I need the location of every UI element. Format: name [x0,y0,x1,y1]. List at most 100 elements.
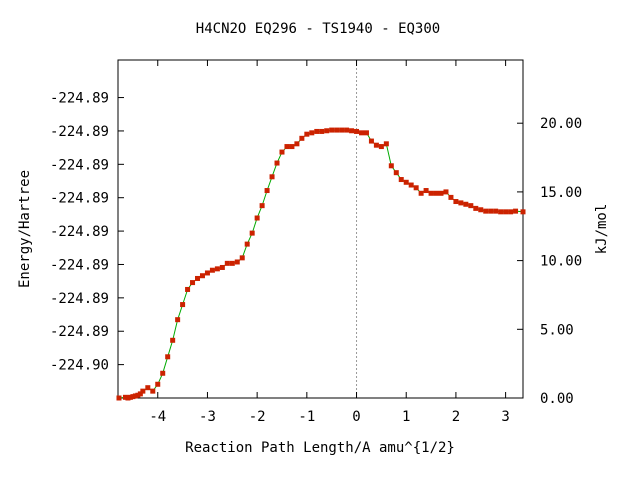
data-point [488,208,494,214]
series-markers [116,127,526,401]
data-point [408,182,414,188]
data-point [473,205,479,211]
x-axis: -4 -3 -2 -1 0 1 2 3 [149,60,510,425]
data-point [204,270,210,276]
y-tick-label: -224.89 [50,257,109,273]
data-point [344,127,350,133]
y2-axis-label: kJ/mol [594,204,610,255]
data-point [249,230,255,236]
x-tick-label: 3 [501,409,509,425]
data-point [319,128,325,134]
x-tick-label: -2 [249,409,266,425]
data-point [269,174,275,180]
data-point [428,190,434,196]
x-tick-label: 2 [452,409,460,425]
data-point [378,144,384,150]
data-point [448,194,454,200]
data-point [418,190,424,196]
data-point [224,260,230,266]
data-point [329,127,335,133]
data-point [160,370,166,376]
y2-tick-label: 5.00 [540,322,574,338]
data-point [324,128,330,134]
data-point [239,255,245,261]
data-point [254,215,260,221]
data-point [339,127,345,133]
y-tick-label: -224.89 [50,224,109,240]
x-tick-label: 0 [352,409,360,425]
data-point [180,302,186,308]
data-point [443,189,449,195]
data-point [493,208,499,214]
data-point [503,209,509,215]
chart-title: H4CN2O EQ296 - TS1940 - EQ300 [196,21,440,37]
data-point [294,141,300,147]
y-tick-label: -224.89 [50,191,109,207]
data-point [116,395,122,401]
data-point [304,131,310,137]
data-point [175,317,181,323]
data-point [368,138,374,144]
data-point [150,388,156,394]
data-point [413,185,419,191]
data-point [483,208,489,214]
x-axis-label: Reaction Path Length/A amu^{1/2} [185,440,455,456]
data-point [373,142,379,148]
x-tick-label: -1 [298,409,315,425]
data-point [398,177,404,183]
data-point [423,188,429,194]
data-point [234,259,240,265]
x-tick-label: 1 [402,409,410,425]
y-tick-label: -224.89 [50,291,109,307]
y-axis-right: 0.00 5.00 10.00 15.00 20.00 [517,116,582,407]
data-point [284,144,290,150]
y-axis-left: -224.90 -224.89 -224.89 -224.89 -224.89 -224.… [50,91,124,374]
data-point [195,275,201,281]
data-point [165,354,171,360]
data-point [199,273,205,279]
series-line [118,129,524,399]
data-point [393,170,399,176]
data-point [214,266,220,272]
y-tick-label: -224.89 [50,157,109,173]
data-point [453,199,459,205]
x-tick-label: -4 [149,409,166,425]
data-point [349,128,355,134]
y2-tick-label: 10.00 [540,254,582,270]
y-tick-label: -224.89 [50,324,109,340]
y-tick-label: -224.89 [50,91,109,107]
y2-tick-label: 15.00 [540,185,582,201]
data-point [229,260,235,266]
y2-tick-label: 0.00 [540,391,574,407]
data-point [209,267,215,273]
data-point [498,209,504,215]
y-tick-label: -224.89 [50,124,109,140]
data-point [274,160,280,166]
data-point [145,385,151,391]
data-point [314,128,320,134]
data-point [383,141,389,147]
data-point [264,188,270,194]
data-point [334,127,340,133]
data-point [219,264,225,270]
data-point [513,208,519,214]
data-point [438,190,444,196]
data-point [140,388,146,394]
data-point [463,201,469,207]
data-point [190,280,196,286]
data-point [244,241,250,247]
y-axis-label: Energy/Hartree [17,170,33,288]
plot-frame [117,59,524,399]
data-point [185,286,191,292]
data-point [520,209,526,215]
data-point [170,337,176,343]
data-point [458,200,464,206]
data-point [259,203,265,209]
data-point [137,391,143,397]
data-point [388,163,394,169]
data-point [433,190,439,196]
y2-tick-label: 20.00 [540,116,582,132]
data-point [508,209,514,215]
